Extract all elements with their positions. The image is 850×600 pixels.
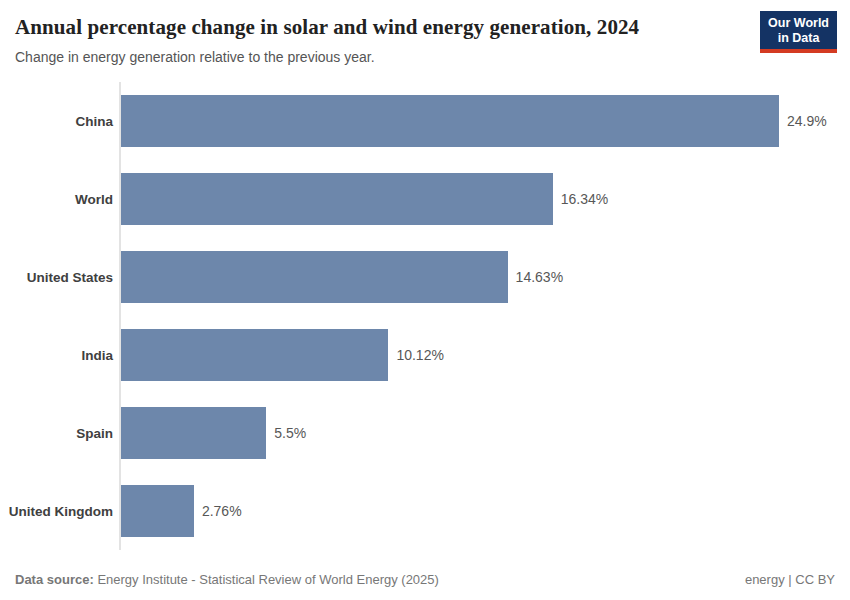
entity-label: United States xyxy=(0,251,113,303)
bar-row: World 16.34% xyxy=(0,160,850,238)
data-source-note: Data source: Energy Institute - Statisti… xyxy=(15,572,439,587)
entity-label: United Kingdom xyxy=(0,485,113,537)
bar[interactable] xyxy=(121,485,194,537)
entity-label: China xyxy=(0,95,113,147)
bar[interactable] xyxy=(121,407,266,459)
value-label: 2.76% xyxy=(202,485,242,537)
value-label: 5.5% xyxy=(274,407,306,459)
value-label: 24.9% xyxy=(787,95,827,147)
entity-label: World xyxy=(0,173,113,225)
data-source-label: Data source: xyxy=(15,572,94,587)
bar-rows-container: China 24.9% World 16.34% United States 14.63%… xyxy=(0,82,850,550)
bar[interactable] xyxy=(121,173,553,225)
value-label: 16.34% xyxy=(561,173,608,225)
data-source-text: Energy Institute - Statistical Review of… xyxy=(97,572,439,587)
bar-row: United Kingdom 2.76% xyxy=(0,472,850,550)
bar-row: China 24.9% xyxy=(0,82,850,160)
bar-chart: China 24.9% World 16.34% United States 14.63%… xyxy=(0,82,850,550)
value-label: 14.63% xyxy=(516,251,563,303)
entity-label: Spain xyxy=(0,407,113,459)
bar-row: United States 14.63% xyxy=(0,238,850,316)
license-note[interactable]: energy | CC BY xyxy=(745,572,835,587)
chart-page: Annual percentage change in solar and wi… xyxy=(0,0,850,600)
owid-logo-line1: Our World xyxy=(768,16,829,31)
bar-row: India 10.12% xyxy=(0,316,850,394)
owid-logo-line2: in Data xyxy=(768,31,829,46)
bar[interactable] xyxy=(121,251,508,303)
chart-subtitle: Change in energy generation relative to … xyxy=(15,48,760,66)
value-label: 10.12% xyxy=(396,329,443,381)
entity-label: India xyxy=(0,329,113,381)
bar[interactable] xyxy=(121,95,779,147)
chart-footer: Data source: Energy Institute - Statisti… xyxy=(15,572,835,587)
chart-header: Annual percentage change in solar and wi… xyxy=(0,0,850,66)
chart-title: Annual percentage change in solar and wi… xyxy=(15,15,760,40)
bar-row: Spain 5.5% xyxy=(0,394,850,472)
owid-logo[interactable]: Our World in Data xyxy=(760,11,837,53)
bar[interactable] xyxy=(121,329,388,381)
